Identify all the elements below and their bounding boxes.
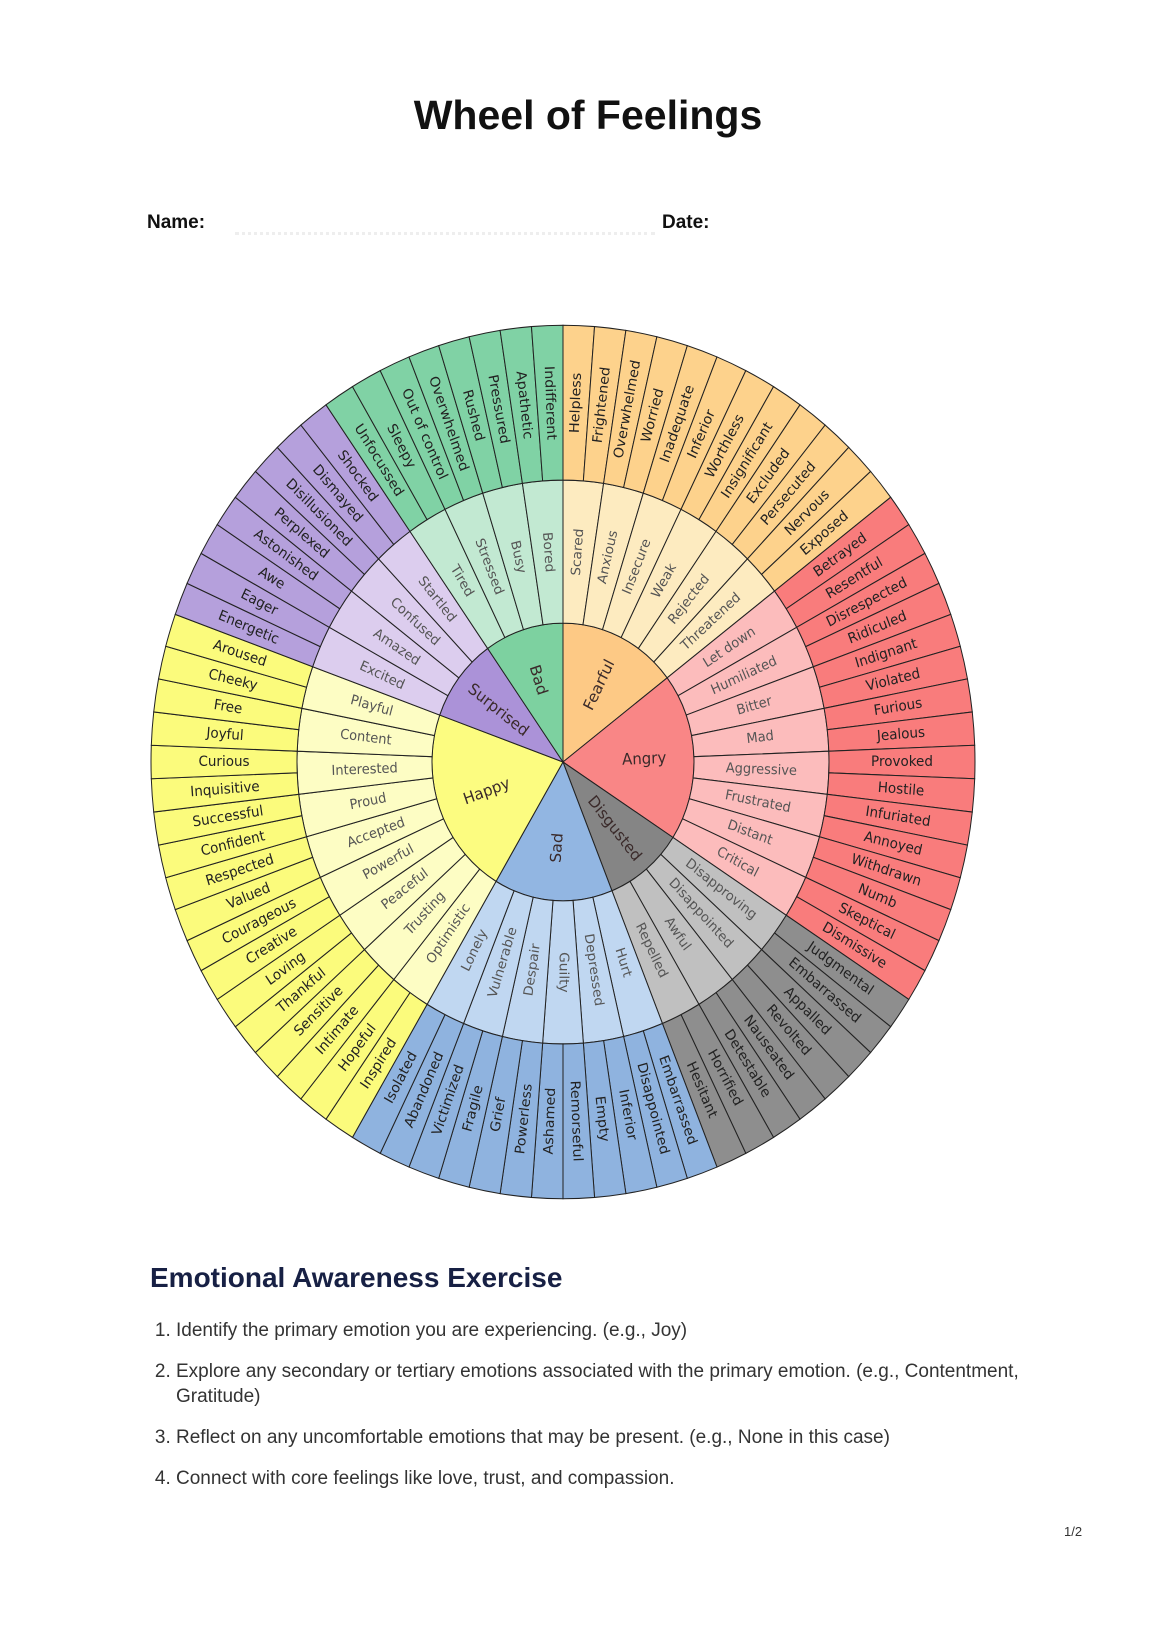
name-label: Name: [147, 212, 206, 233]
secondary-label: Mad [746, 729, 775, 748]
tertiary-label: Inquisitive [190, 778, 261, 800]
exercise-step: Explore any secondary or tertiary emotio… [176, 1359, 1076, 1409]
date-label: Date: [662, 212, 710, 233]
exercise-step: Connect with core feelings like love, tr… [176, 1466, 1076, 1491]
tertiary-label: Jealous [875, 724, 925, 744]
tertiary-label: Curious [198, 754, 249, 770]
secondary-label: Scared [569, 528, 587, 576]
secondary-label: Guilty [556, 952, 571, 993]
tertiary-label: Remorseful [567, 1080, 585, 1162]
tertiary-label: Ashamed [541, 1087, 559, 1154]
tertiary-label: Joyful [205, 725, 244, 745]
page-number: 1/2 [1064, 1524, 1083, 1539]
tertiary-label: Indifferent [541, 366, 559, 441]
exercise-heading: Emotional Awareness Exercise [150, 1262, 563, 1293]
exercise-step: Identify the primary emotion you are exp… [176, 1318, 1076, 1343]
tertiary-label: Free [213, 697, 244, 718]
name-field[interactable] [235, 232, 655, 235]
primary-label: Sad [547, 832, 567, 863]
secondary-label: Aggressive [725, 761, 797, 779]
exercise-step: Reflect on any uncomfortable emotions th… [176, 1425, 1076, 1450]
tertiary-label: Helpless [567, 372, 585, 433]
secondary-label: Proud [349, 791, 388, 814]
primary-label: Angry [622, 749, 667, 769]
tertiary-label: Apathetic [513, 370, 536, 440]
page-title: Wheel of Feelings [413, 92, 763, 138]
tertiary-label: Empty [592, 1095, 612, 1143]
tertiary-label: Powerless [513, 1083, 536, 1155]
tertiary-emotion[interactable] [530, 324, 564, 482]
tertiary-label: Hostile [877, 779, 925, 799]
tertiary-label: Provoked [871, 754, 933, 770]
tertiary-label: Grief [488, 1095, 510, 1133]
exercise-steps: Identify the primary emotion you are exp… [140, 1318, 1076, 1507]
secondary-label: Busy [507, 539, 528, 575]
secondary-label: Bored [539, 531, 556, 572]
secondary-label: Interested [331, 761, 398, 779]
secondary-label: Content [339, 727, 392, 749]
